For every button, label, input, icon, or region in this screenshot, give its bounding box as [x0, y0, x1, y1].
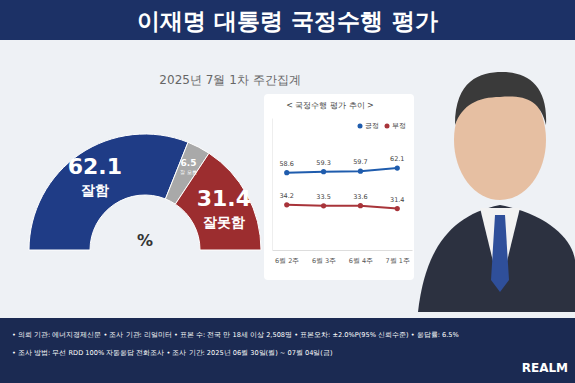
footer-band: [0, 318, 575, 383]
x-tick: 6월 4주: [349, 250, 373, 265]
subtitle: 2025년 7월 1차 주간집계: [159, 73, 300, 87]
point-value: 59.7: [353, 158, 367, 166]
series-point: [395, 206, 400, 211]
y-axis: [272, 119, 273, 251]
background: [0, 0, 575, 383]
legend-label: 부정: [392, 122, 406, 130]
logo: REALM: [522, 361, 568, 375]
header-band: [0, 0, 575, 40]
series-point: [321, 169, 326, 174]
point-value: 34.2: [279, 192, 293, 200]
y-axis-line: [272, 119, 273, 251]
x-tick-label: 6월 4주: [349, 257, 373, 265]
footer-line: • 조사 방법: 무선 RDD 100% 자동응답 전화조사 • 조사 기간: …: [12, 349, 333, 357]
plot-area: [284, 165, 400, 211]
portrait-hair: [455, 72, 546, 125]
page-title: 이재명 대통령 국정수행 평가: [137, 8, 437, 34]
slice-label: 잘 모름: [180, 169, 197, 175]
donut-center-label: %: [137, 231, 153, 250]
portrait-suit: [418, 205, 575, 312]
slice-value: 31.4: [197, 186, 251, 211]
slice-label: 잘함: [81, 182, 109, 198]
x-axis: 6월 2주 6월 3주 6월 4주 7월 1주: [273, 250, 413, 265]
x-tick-label: 7월 1주: [386, 257, 410, 265]
donut: 62.1 잘함 6.5잘 모름 31.4 잘못함%: [29, 134, 261, 250]
legend-label: 긍정: [365, 122, 379, 130]
series-line: [287, 205, 398, 209]
series-line: [287, 168, 398, 173]
series-point: [321, 203, 326, 208]
donut-slice: [175, 153, 261, 250]
data-labels: 58.6 59.3 59.7 62.1 34.2 33.5 33.6 31.4: [279, 155, 404, 204]
legend-swatch: [385, 124, 390, 129]
series-point: [395, 165, 400, 170]
x-tick-label: 6월 3주: [312, 257, 336, 265]
line-panel: [264, 94, 414, 280]
portrait: [418, 72, 575, 312]
x-tick-label: 6월 2주: [275, 257, 299, 265]
point-value: 62.1: [390, 155, 404, 163]
legend: 긍정 부정: [358, 122, 407, 130]
x-tick: 6월 2주: [275, 250, 299, 265]
series-point: [358, 203, 363, 208]
donut-slice: [29, 134, 188, 250]
slice-value: 6.5: [181, 158, 197, 168]
series-point: [358, 169, 363, 174]
slice-value: 62.1: [68, 154, 122, 179]
chart-root: 이재명 대통령 국정수행 평가 2025년 7월 1차 주간집계 62.1 잘함 6.5…: [0, 0, 575, 383]
legend-swatch: [358, 124, 363, 129]
x-tick: 6월 3주: [312, 250, 336, 265]
slice-label: 잘못함: [203, 214, 245, 230]
series-point: [284, 202, 289, 207]
x-tick: 7월 1주: [386, 250, 410, 265]
x-axis-line: [273, 250, 413, 251]
portrait-tie: [491, 215, 509, 292]
series-point: [284, 170, 289, 175]
footer-line: • 의뢰 기관: 에너지경제신문 • 조사 기관: 리얼미터 • 표본 수: 전…: [12, 331, 459, 339]
point-value: 58.6: [279, 160, 293, 168]
point-value: 31.4: [390, 196, 404, 204]
point-value: 33.6: [353, 193, 367, 201]
point-value: 33.5: [316, 193, 330, 201]
point-value: 59.3: [316, 159, 330, 167]
line-title: < 국정수행 평가 추이 >: [286, 101, 374, 110]
